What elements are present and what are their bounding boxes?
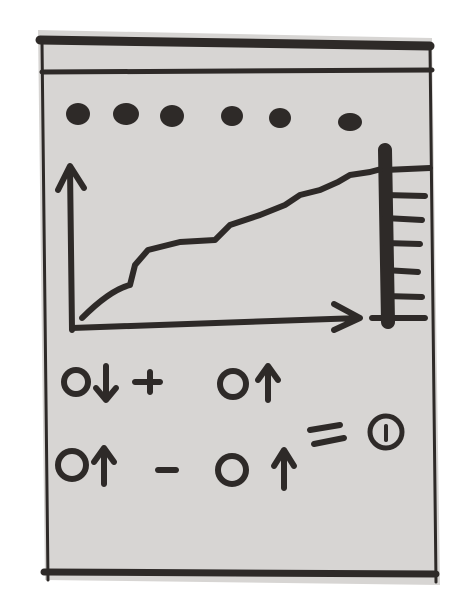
down-arrow [93,363,119,403]
dot [338,113,362,131]
dot [269,108,291,128]
circle-icon [61,367,91,397]
up-arrow [91,445,117,487]
header-divider [39,67,435,75]
equals-sign [307,422,347,447]
right-edge [428,44,438,584]
formula [55,363,405,491]
scale-ticks [369,165,433,321]
x-axis [69,301,363,333]
left-edge [40,40,50,582]
plus-sign [132,369,163,395]
circle-icon [215,453,249,487]
chart-sketch [55,143,433,333]
result-circle [367,413,405,451]
pagination-dots [66,103,362,131]
trend-line [79,165,388,321]
circle-icon [217,368,249,400]
dot [113,103,139,125]
y-axis [55,163,87,333]
top-bar [35,35,435,51]
bottom-bar [40,568,440,578]
dot [221,106,243,126]
paper [38,30,440,585]
up-arrow [271,447,297,491]
up-arrow [255,363,281,403]
dot [160,105,184,127]
dot [66,103,90,125]
circle-icon [55,448,89,482]
